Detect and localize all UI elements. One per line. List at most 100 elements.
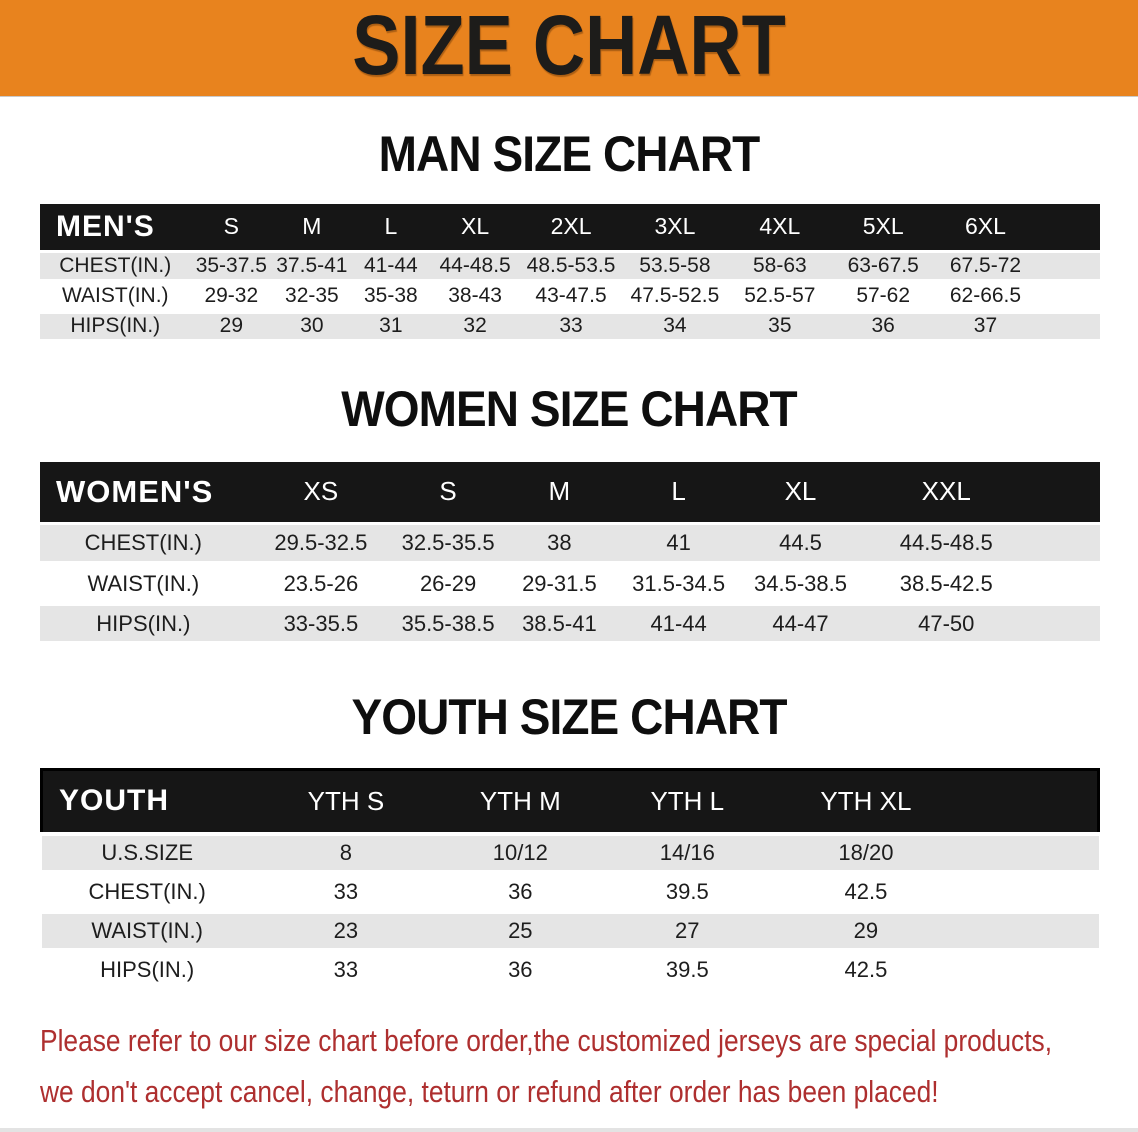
- size-value-cell: 37: [973, 314, 998, 337]
- size-value-cell: 31: [379, 314, 403, 337]
- table-row: CHEST(IN.) 29.5-32.5 32.5-35.5 38 41 44.5 44.5…: [40, 523, 1100, 564]
- table-corner-label: MEN'S: [56, 209, 155, 243]
- size-value-cell: 32.5-35.5: [401, 530, 495, 555]
- measurement-row-label: U.S.SIZE: [101, 839, 194, 865]
- row-spacer-cell: [1036, 251, 1100, 281]
- size-column-header: YTH S: [307, 785, 385, 816]
- table-corner-label: YOUTH: [59, 784, 169, 818]
- size-value-cell: 52.5-57: [744, 284, 816, 307]
- size-value-cell: 58-63: [752, 253, 807, 277]
- size-value-cell: 29-32: [204, 284, 259, 307]
- size-value-cell: 48.5-53.5: [526, 253, 616, 277]
- size-value-cell: 33-35.5: [283, 610, 359, 636]
- men-section-title: MAN SIZE CHART: [378, 126, 761, 182]
- size-value-cell: 25: [508, 918, 533, 943]
- size-column-header: L: [384, 213, 398, 240]
- table-row: CHEST(IN.) 33 36 39.5 42.5: [41, 872, 1099, 912]
- measurement-row-label: WAIST(IN.): [61, 284, 169, 307]
- youth-section-title: YOUTH SIZE CHART: [351, 689, 787, 745]
- header-spacer-cell: [959, 770, 1099, 834]
- size-value-cell: 30: [300, 314, 324, 337]
- women-section-title: WOMEN SIZE CHART: [341, 380, 797, 437]
- size-column-header: YTH XL: [820, 785, 912, 816]
- size-value-cell: 33: [333, 957, 359, 982]
- table-corner-label: WOMEN'S: [56, 473, 214, 509]
- measurement-row-label: HIPS(IN.): [70, 314, 161, 337]
- image-bottom-edge: [0, 1128, 1138, 1132]
- footer-disclaimer-line-1: Please refer to our size chart before or…: [40, 1023, 1053, 1058]
- size-value-cell: 39.5: [665, 879, 709, 904]
- size-column-header: XL: [461, 213, 490, 240]
- size-value-cell: 34: [663, 314, 687, 337]
- size-value-cell: 39.5: [665, 957, 709, 982]
- row-spacer-cell: [959, 951, 1099, 990]
- table-row: CHEST(IN.) 35-37.5 37.5-41 41-44 44-48.5 48.5…: [40, 251, 1100, 281]
- size-column-header: S: [223, 213, 239, 240]
- size-table-header-row: WOMEN'S XS S M L XL XXL: [40, 461, 1100, 524]
- size-column-header: 5XL: [862, 213, 904, 240]
- measurement-row-label: CHEST(IN.): [59, 253, 172, 277]
- table-row: HIPS(IN.) 29 30 31 32 33 34 35 36 37: [40, 311, 1100, 341]
- size-value-cell: 31.5-34.5: [632, 570, 726, 596]
- size-table-header-row: YOUTH YTH S YTH M YTH L YTH XL: [41, 769, 1099, 834]
- size-table-header-row: MEN'S S M L XL 2XL 3XL 4XL 5XL 6XL: [40, 204, 1100, 251]
- size-column-header: 2XL: [550, 213, 592, 240]
- size-value-cell: 35-38: [363, 284, 418, 307]
- size-value-cell: 36: [508, 957, 533, 982]
- size-value-cell: 47.5-52.5: [630, 284, 720, 307]
- table-row: HIPS(IN.) 33 36 39.5 42.5: [41, 950, 1099, 990]
- size-value-cell: 33: [559, 314, 583, 337]
- women-size-table: WOMEN'S XS S M L XL XXL CHEST(IN.) 29.5-32.5 32.5…: [40, 461, 1100, 647]
- women-size-section: WOMEN SIZE CHART WOMEN'S XS S M L XL XXL CHEST(…: [0, 384, 1138, 647]
- size-value-cell: 63-67.5: [847, 253, 919, 277]
- size-column-header: YTH L: [650, 785, 725, 816]
- row-spacer-cell: [1031, 524, 1100, 564]
- size-column-header: M: [548, 476, 571, 507]
- size-value-cell: 38: [547, 530, 572, 555]
- size-value-cell: 38-43: [448, 284, 502, 307]
- size-column-header: 6XL: [965, 213, 1006, 240]
- size-value-cell: 62-66.5: [949, 284, 1022, 307]
- size-value-cell: 44-48.5: [439, 253, 511, 277]
- size-value-cell: 32-35: [285, 284, 339, 307]
- footer-disclaimer-line-2: we don't accept cancel, change, teturn o…: [40, 1073, 939, 1109]
- size-value-cell: 43-47.5: [535, 284, 607, 307]
- size-value-cell: 35: [768, 314, 792, 337]
- size-value-cell: 27: [675, 918, 700, 943]
- size-column-header: 3XL: [654, 213, 696, 240]
- men-size-table: MEN'S S M L XL 2XL 3XL 4XL 5XL 6XL CHEST(IN.) 35-37…: [40, 204, 1100, 344]
- men-size-section: MAN SIZE CHART MEN'S S M L XL 2XL 3XL 4XL 5XL 6XL…: [0, 129, 1138, 344]
- size-value-cell: 29-31.5: [522, 570, 597, 596]
- measurement-row-label: CHEST(IN.): [84, 530, 202, 555]
- table-row: HIPS(IN.) 33-35.5 35.5-38.5 38.5-41 41-44 44-…: [40, 603, 1100, 644]
- size-column-header: 4XL: [759, 213, 801, 240]
- measurement-row-label: WAIST(IN.): [87, 570, 200, 596]
- size-value-cell: 23: [333, 918, 359, 943]
- size-value-cell: 10/12: [492, 839, 548, 865]
- size-column-header: L: [671, 476, 686, 507]
- size-value-cell: 53.5-58: [639, 253, 711, 277]
- size-value-cell: 14/16: [659, 839, 715, 865]
- size-value-cell: 38.5-42.5: [899, 570, 993, 596]
- size-value-cell: 42.5: [844, 957, 888, 982]
- footer-disclaimer: Please refer to our size chart before or…: [40, 1022, 1138, 1112]
- size-value-cell: 18/20: [838, 839, 894, 865]
- size-value-cell: 29: [219, 314, 243, 337]
- header-spacer-cell: [1036, 204, 1100, 251]
- size-column-header: YTH M: [479, 785, 561, 816]
- row-spacer-cell: [1036, 281, 1100, 311]
- size-value-cell: 42.5: [844, 879, 888, 904]
- size-value-cell: 44.5: [779, 530, 822, 555]
- size-value-cell: 57-62: [856, 284, 911, 307]
- size-value-cell: 35.5-38.5: [401, 610, 495, 636]
- size-value-cell: 33: [333, 879, 359, 904]
- row-spacer-cell: [959, 834, 1099, 873]
- size-value-cell: 36: [508, 879, 533, 904]
- row-spacer-cell: [1031, 604, 1100, 644]
- table-row: WAIST(IN.) 23 25 27 29: [41, 911, 1099, 951]
- size-column-header: XL: [784, 476, 817, 507]
- size-value-cell: 41: [666, 530, 691, 555]
- table-row: U.S.SIZE 8 10/12 14/16 18/20: [41, 833, 1099, 873]
- size-value-cell: 29.5-32.5: [274, 530, 368, 555]
